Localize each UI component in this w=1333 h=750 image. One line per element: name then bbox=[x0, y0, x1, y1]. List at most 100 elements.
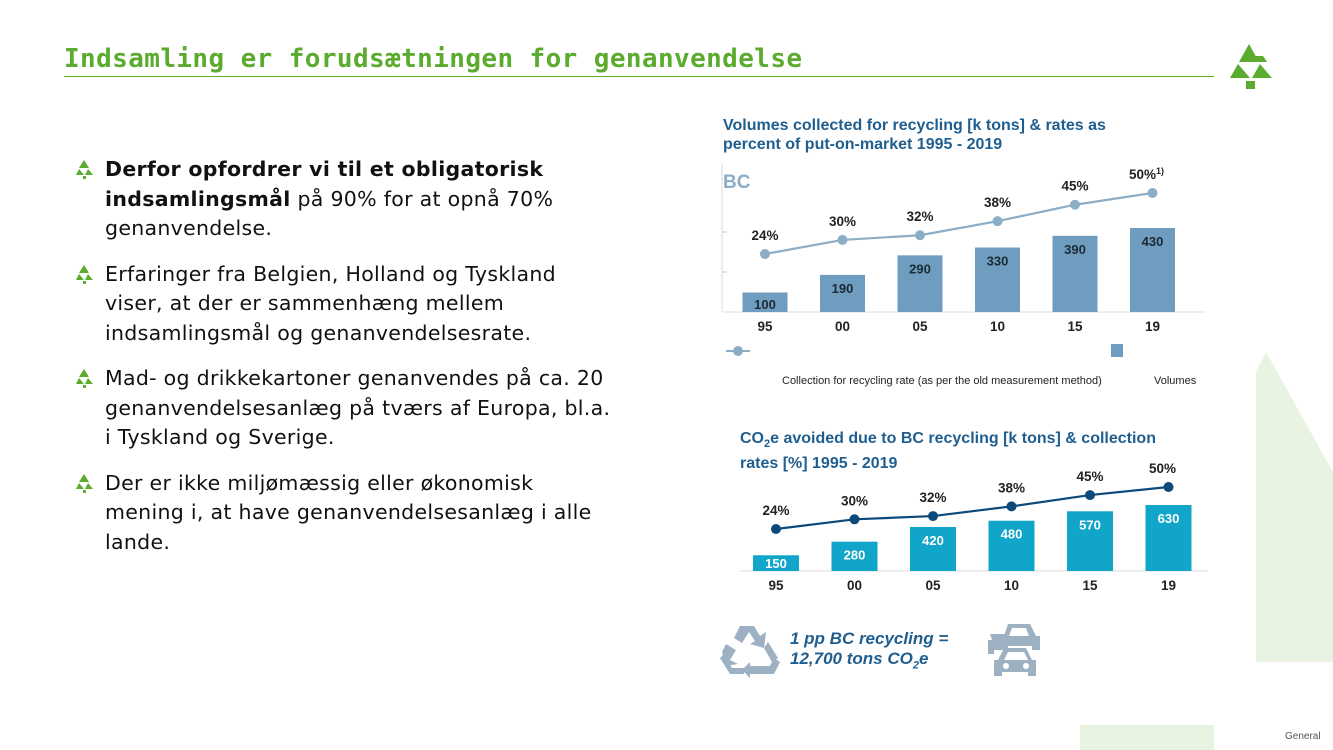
tree-logo-icon bbox=[1230, 44, 1272, 89]
rate-point bbox=[849, 514, 860, 525]
claim-line1: 1 pp BC recycling = bbox=[790, 629, 949, 648]
x-tick-label: 19 bbox=[1145, 319, 1160, 334]
chart2-title: CO2e avoided due to BC recycling [k tons… bbox=[740, 429, 1156, 473]
bar bbox=[820, 274, 865, 312]
rate-point bbox=[837, 234, 848, 245]
claim-suffix: e bbox=[918, 649, 929, 668]
co2-claim: 1 pp BC recycling = 12,700 tons CO2e bbox=[790, 629, 948, 675]
bar-value-label: 280 bbox=[844, 548, 866, 563]
panel-label: BC bbox=[723, 172, 751, 193]
legend-bar-swatch bbox=[1111, 344, 1123, 357]
bullet-text: Erfaringer fra Belgien, Holland og Tyskl… bbox=[105, 261, 556, 345]
tree-bullet-icon bbox=[76, 369, 93, 388]
chart2-co2: 150 95 280 00 420 05 480 10 570 15 630 19 24% 30% 32% 3… bbox=[740, 461, 1208, 593]
bullet-item: Derfor opfordrer vi til et obligatorisk … bbox=[76, 155, 616, 244]
rate-line bbox=[764, 191, 1153, 256]
bar-value-label: 390 bbox=[1064, 242, 1086, 257]
bar bbox=[1145, 505, 1192, 571]
rate-value-label: 32% bbox=[906, 209, 933, 224]
rate-value-label: 30% bbox=[841, 493, 868, 508]
bar-value-label: 420 bbox=[922, 533, 944, 548]
bar bbox=[988, 520, 1035, 571]
bullet-item: Erfaringer fra Belgien, Holland og Tyskl… bbox=[76, 260, 616, 349]
bar-value-label: 430 bbox=[1142, 234, 1164, 249]
bar-value-label: 190 bbox=[832, 281, 854, 296]
rate-point bbox=[760, 249, 770, 259]
bar bbox=[975, 247, 1020, 312]
rate-value-label: 24% bbox=[751, 228, 778, 243]
bullet-text: på 90% for at opnå 70% genanvendelse. bbox=[105, 186, 554, 241]
rate-point bbox=[1163, 482, 1174, 492]
tree-bullet-icon bbox=[76, 160, 93, 179]
claim-sub: 2 bbox=[912, 659, 919, 672]
bullet-bold-text: Derfor opfordrer vi til et obligatorisk … bbox=[105, 157, 544, 211]
x-tick-label: 00 bbox=[835, 319, 850, 334]
x-tick-label: 15 bbox=[1082, 578, 1098, 593]
x-tick-label: 19 bbox=[1161, 578, 1176, 593]
x-tick-label: 05 bbox=[925, 578, 941, 593]
x-tick-label: 05 bbox=[912, 319, 928, 334]
bullet-text: Der er ikke miljømæssig eller økonomisk … bbox=[105, 470, 592, 554]
chart1-title: Volumes collected for recycling [k tons]… bbox=[723, 116, 1106, 154]
rate-point bbox=[1006, 501, 1017, 512]
chart2-title-co: CO bbox=[740, 430, 764, 447]
chart2-title-rest: e avoided due to BC recycling [k tons] &… bbox=[770, 430, 1156, 447]
rate-point bbox=[992, 216, 1003, 227]
footnote-mark: 1) bbox=[1156, 166, 1164, 176]
bar-value-label: 100 bbox=[754, 297, 776, 312]
bar-value-label: 570 bbox=[1079, 517, 1101, 532]
bar bbox=[1130, 228, 1175, 312]
bar bbox=[1067, 511, 1113, 571]
rate-value-label: 45% bbox=[1076, 469, 1103, 484]
bar-value-label: 150 bbox=[765, 556, 787, 571]
bar bbox=[910, 527, 956, 571]
claim-line2: 12,700 tons CO bbox=[790, 649, 913, 668]
rate-point bbox=[1070, 199, 1080, 210]
rate-line bbox=[775, 485, 1169, 531]
bar-value-label: 330 bbox=[987, 254, 1009, 269]
bullet-item: Mad- og drikkekartoner genanvendes på ca… bbox=[76, 364, 616, 453]
decorative-block bbox=[1080, 725, 1214, 750]
rate-point bbox=[928, 511, 938, 522]
rate-point bbox=[1147, 188, 1158, 198]
rate-value-label: 24% bbox=[762, 503, 789, 518]
rate-value-label: 45% bbox=[1061, 179, 1088, 194]
x-tick-label: 15 bbox=[1067, 319, 1083, 334]
bar-value-label: 480 bbox=[1001, 527, 1023, 542]
chart2-title-line2: rates [%] 1995 - 2019 bbox=[740, 455, 898, 473]
recycle-icon bbox=[720, 626, 780, 678]
rate-point bbox=[915, 230, 925, 241]
bar bbox=[897, 255, 943, 312]
bar bbox=[753, 555, 799, 571]
bar bbox=[831, 541, 878, 571]
rate-point bbox=[1085, 490, 1095, 501]
bullet-list: Derfor opfordrer vi til et obligatorisk … bbox=[76, 155, 616, 573]
chart1-volumes: 100 95 190 00 290 05 330 10 390 15 430 19 24% 30% 32% 3… bbox=[721, 163, 1205, 387]
bar-value-label: 630 bbox=[1158, 511, 1180, 526]
bar bbox=[1052, 235, 1098, 312]
rate-value-label: 30% bbox=[829, 214, 856, 229]
bar-value-label: 290 bbox=[909, 261, 931, 276]
chart1-title-line1: Volumes collected for recycling [k tons]… bbox=[723, 117, 1106, 134]
rate-point bbox=[771, 524, 781, 534]
x-tick-label: 95 bbox=[768, 578, 784, 593]
x-tick-label: 00 bbox=[847, 578, 862, 593]
decorative-tree-shape bbox=[1256, 352, 1333, 662]
rate-value-label: 38% bbox=[998, 480, 1025, 495]
rate-value-label: 32% bbox=[919, 490, 946, 505]
bar bbox=[742, 292, 788, 312]
bullet-text: Mad- og drikkekartoner genanvendes på ca… bbox=[105, 366, 611, 449]
classification-label: General bbox=[1285, 731, 1321, 742]
legend-label: Volumes bbox=[1154, 375, 1197, 387]
chart2-title-sub: 2 bbox=[764, 438, 771, 451]
slide-title: Indsamling er forudsætningen for genanve… bbox=[64, 44, 803, 74]
tree-bullet-icon bbox=[76, 473, 93, 493]
rate-value-label: 50% bbox=[1149, 461, 1176, 476]
chart1-title-line2: percent of put-on-market 1995 - 2019 bbox=[723, 136, 1003, 153]
title-underline bbox=[64, 76, 1214, 77]
x-tick-label: 95 bbox=[757, 319, 773, 334]
x-tick-label: 10 bbox=[1004, 578, 1019, 593]
rate-value-label: 38% bbox=[984, 195, 1011, 210]
bullet-item: Der er ikke miljømæssig eller økonomisk … bbox=[76, 469, 616, 558]
rate-value-label: 50%1) bbox=[1129, 166, 1164, 182]
